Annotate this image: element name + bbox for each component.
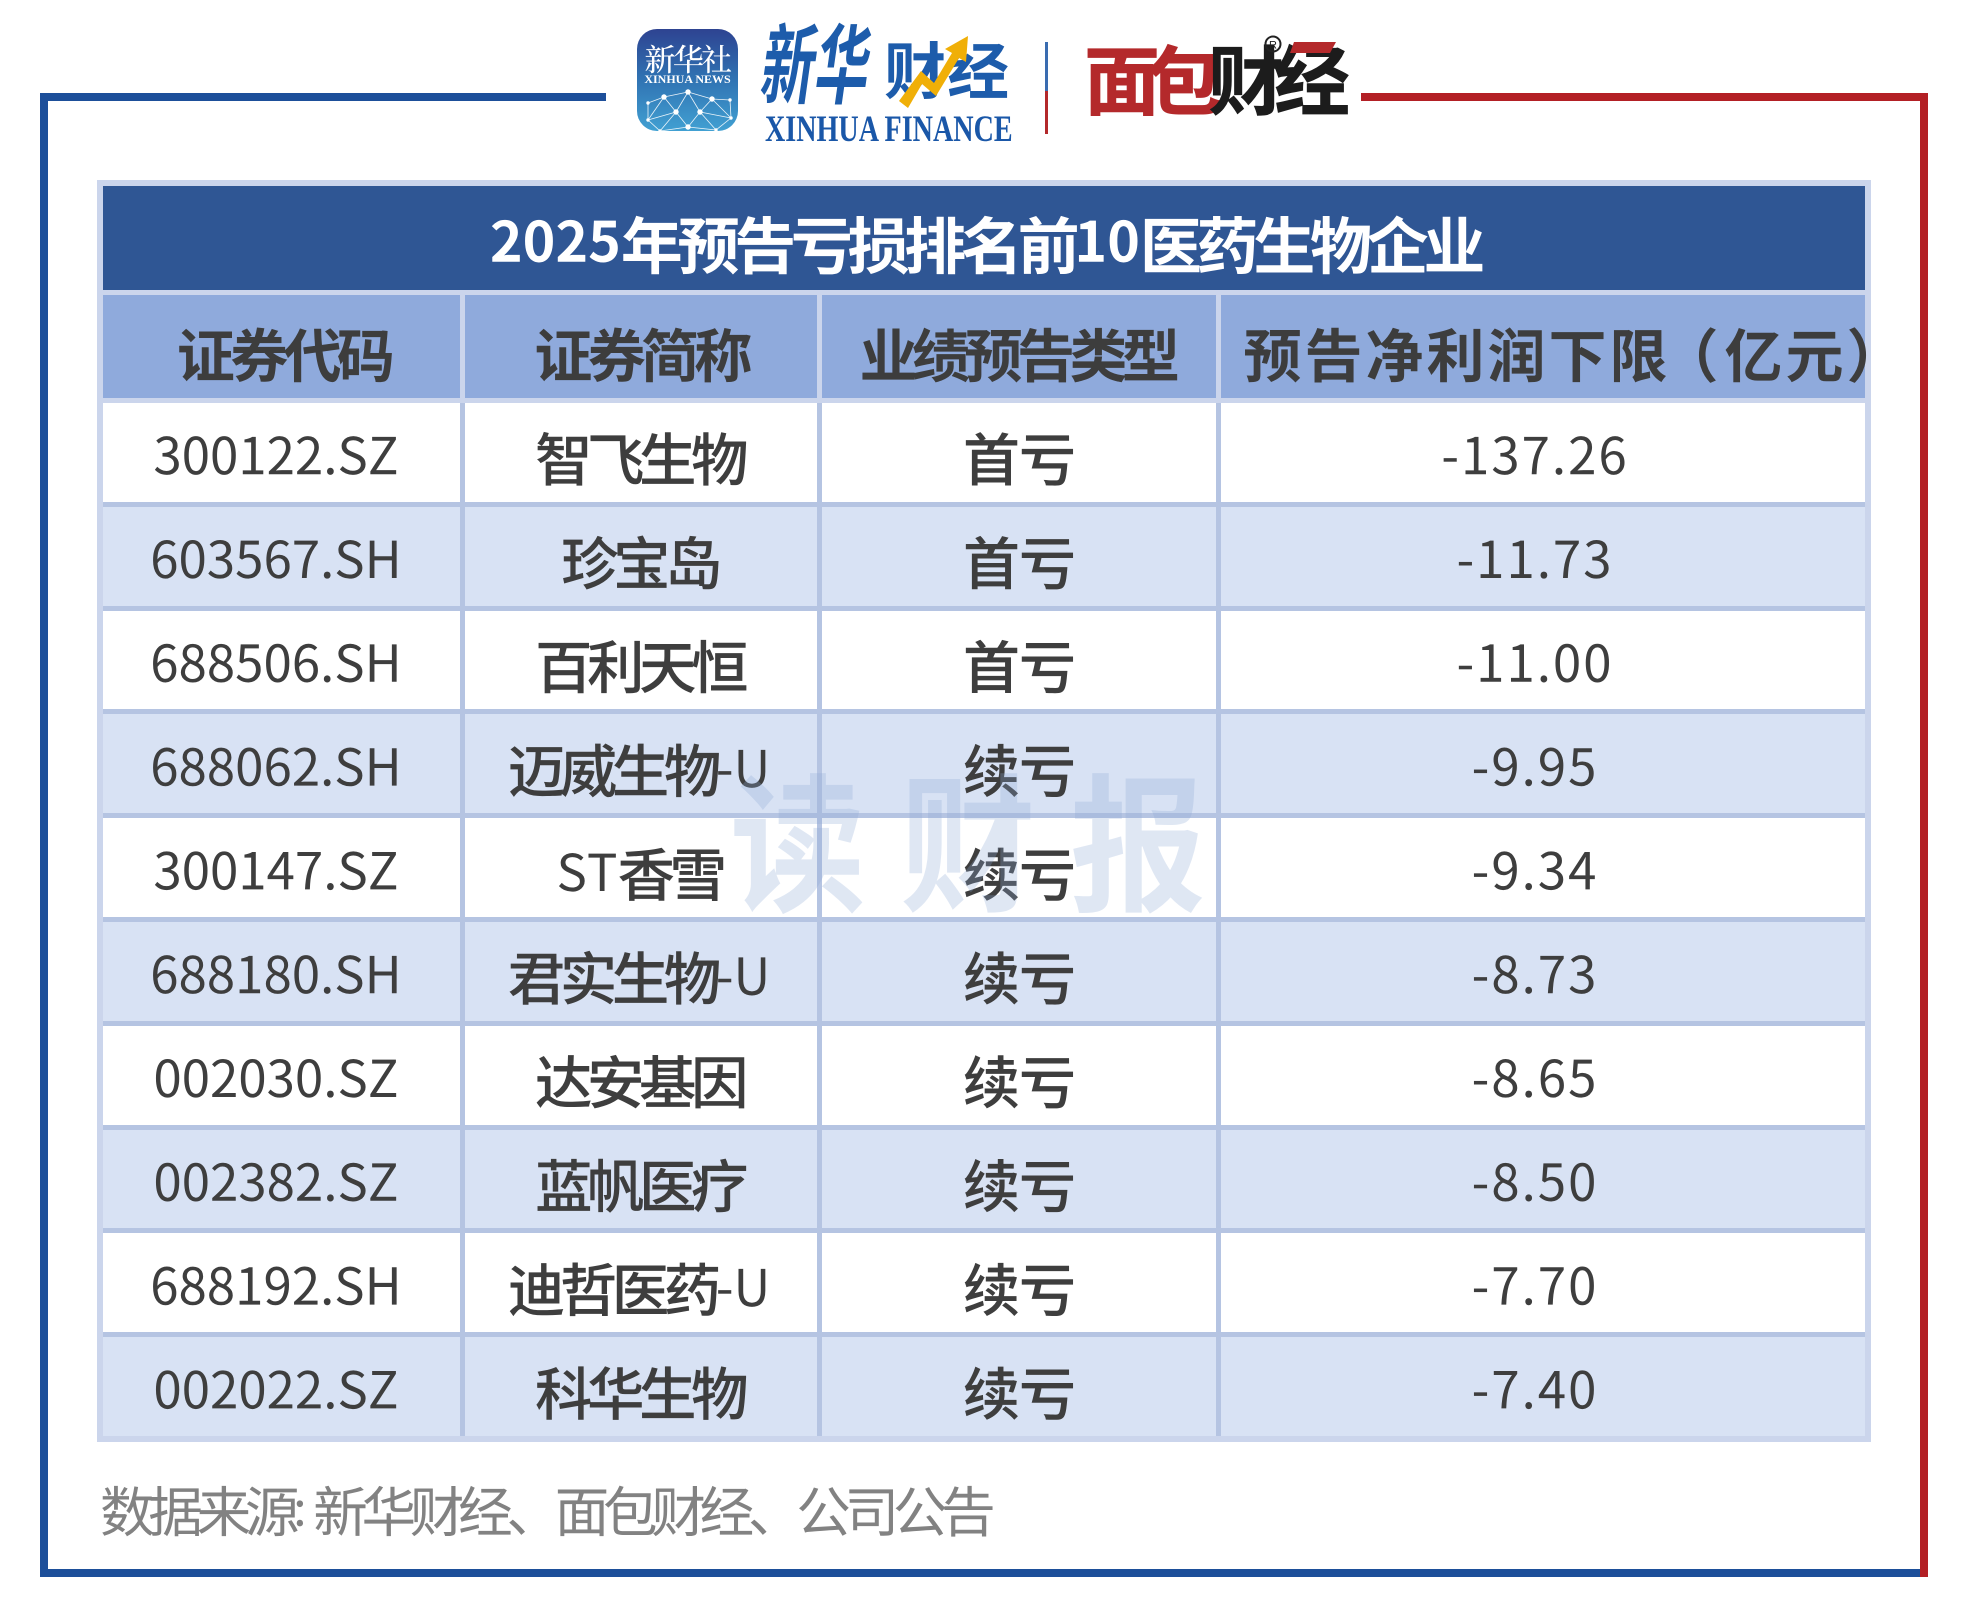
svg-text:R: R [1269, 40, 1277, 52]
